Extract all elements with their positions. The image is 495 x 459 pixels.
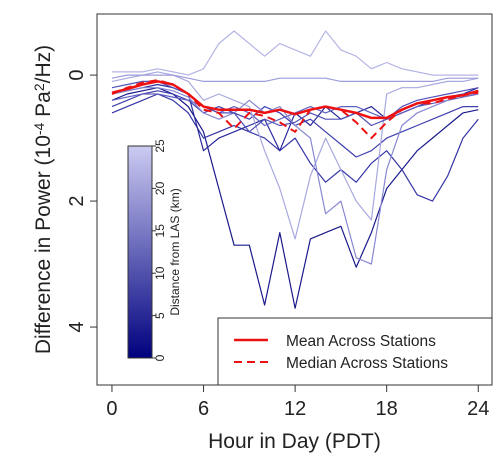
legend-box [217,317,493,386]
legend-label: Median Across Stations [286,355,448,372]
colorbar-tick-label: 15 [153,224,167,238]
colorbar-label: Distance from LAS (km) [168,188,182,315]
x-tick-label: 24 [467,398,489,420]
station-line [112,30,479,76]
station-line [111,80,479,133]
x-tick-label: 18 [376,398,398,420]
y-axis-label-part: -4 [31,122,47,135]
colorbar [127,145,153,359]
station-line [111,87,479,265]
y-axis-label-part: 2 [31,83,47,91]
x-tick-label: 12 [284,398,306,420]
y-axis-label: Difference in Power (10-4 Pa2/Hz) [31,45,55,354]
summary-line [111,79,479,140]
y-axis-label-part: Pa [32,91,55,123]
y-tick-label: 0 [66,70,88,81]
y-axis-label-part: /Hz) [32,45,55,84]
colorbar-tick-label: 0 [153,354,167,361]
colorbar-tick-label: 10 [153,266,167,280]
plot-lines [111,30,479,309]
station-line [111,93,479,202]
y-axis-label-part: Difference in Power (10 [32,135,55,354]
legend-label: Mean Across Stations [286,333,436,350]
station-line [111,74,479,82]
colorbar-tick-label: 20 [153,181,167,195]
x-tick-label: 0 [106,398,117,420]
station-line [111,71,479,240]
y-tick-label: 2 [66,196,88,207]
x-tick-label: 6 [198,398,209,420]
colorbar-tick-label: 5 [153,312,167,319]
x-axis-label: Hour in Day (PDT) [208,430,381,453]
y-tick-label: 4 [66,321,88,332]
colorbar-tick-label: 25 [153,139,167,153]
